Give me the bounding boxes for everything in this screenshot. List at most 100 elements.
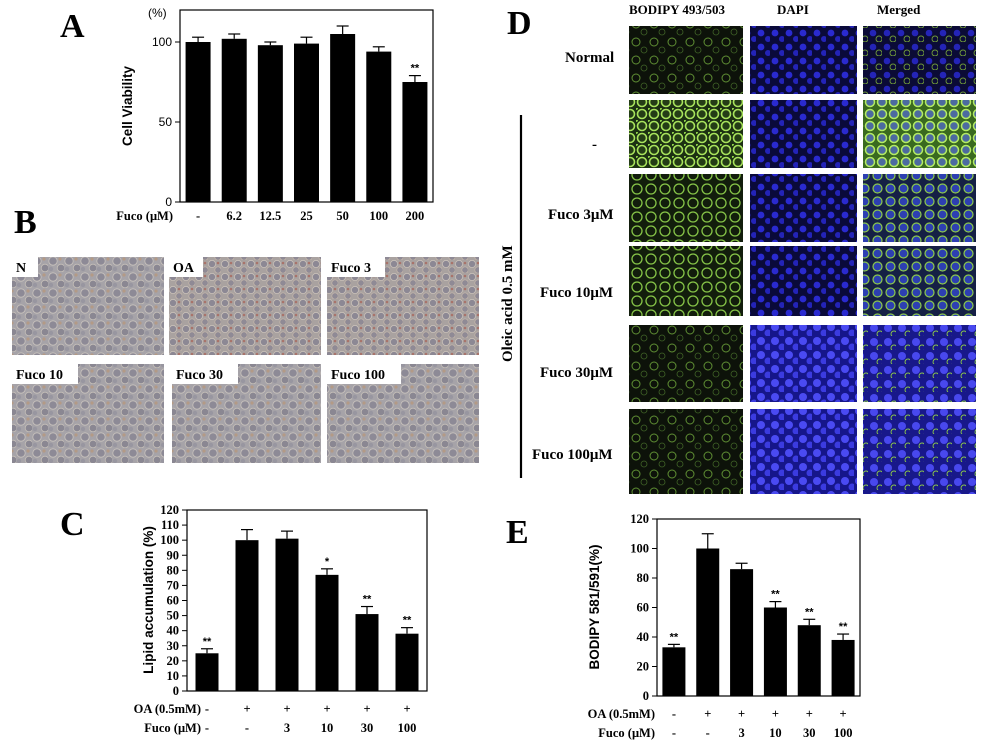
x-tick-label: 10 [321,721,334,735]
bf-label: Fuco 100 [331,368,385,383]
bar [831,639,855,696]
panel-label-d: D [507,5,532,42]
x-row-label: OA (0.5mM) [588,707,655,721]
x-tick-label: 100 [834,726,853,740]
plot-frame [656,518,861,697]
merged-image-fuco-30 [863,325,976,402]
significance-marker: ** [203,636,212,648]
bar [797,625,821,696]
plot-frame [186,509,428,692]
x-tick-label: 200 [406,209,425,223]
bf-label: Fuco 3 [331,261,371,276]
significance-marker: * [325,556,330,568]
x-tick-label: + [363,702,370,716]
bar [696,548,720,696]
x-tick-label: + [243,702,250,716]
bar [275,538,299,691]
y-tick-label: 60 [167,594,180,608]
row-label-fuco-100: Fuco 100μM [532,447,613,463]
column-label-merged: Merged [877,2,921,17]
y-tick-label: 110 [161,518,179,532]
significance-marker: ** [403,615,412,627]
chart-e-bodipy: 0 20 40 60 80 100 120 BODIPY 581/591(%) ** ** ** **… [587,512,861,740]
x-row-label: Fuco (μM) [144,721,201,735]
significance-marker: ** [363,594,372,606]
x-tick-label: 3 [284,721,290,735]
merged-image-oa [863,100,976,168]
dapi-image-fuco-3 [750,174,857,242]
x-tick-label: 3 [738,726,744,740]
dapi-image-fuco-30 [750,325,857,402]
row-label-fuco-3: Fuco 3μM [548,207,614,223]
x-tick-label: 30 [361,721,374,735]
significance-marker: ** [839,621,848,633]
bf-image-oa: OA [169,257,321,355]
x-tick-label: 6.2 [226,209,242,223]
bar [257,45,283,203]
bar [221,38,247,202]
bar [235,540,259,691]
bar [315,574,339,691]
bodipy-image-fuco-3 [629,174,743,242]
bodipy-image-fuco-30 [629,325,743,402]
y-tick-label: 100 [160,533,179,547]
bar [355,614,379,691]
x-tick-label: + [738,707,745,721]
panel-d-fluorescence: BODIPY 493/503 DAPI Merged Normal - Fuco… [500,2,976,494]
y-tick-label: 40 [167,624,180,638]
y-tick-label: 0 [165,195,172,209]
x-tick-label: + [403,702,410,716]
significance-marker: ** [771,589,780,601]
dapi-image-normal [750,26,857,94]
panel-label-b: B [14,204,37,241]
y-tick-label: 10 [167,669,180,683]
x-tick-label: - [706,726,710,740]
y-axis-label: Cell Viability [120,65,135,146]
merged-image-normal [863,26,976,94]
significance-marker: ** [805,606,814,618]
bar [195,653,219,691]
x-tick-label: - [245,721,249,735]
bar [330,34,356,202]
x-tick-label: - [205,702,209,716]
bar [294,43,319,202]
y-tick-label: 20 [167,654,180,668]
bodipy-image-oa [629,100,743,168]
y-tick-label: 70 [167,578,180,592]
row-label-fuco-10: Fuco 10μM [540,285,613,301]
x-tick-label: 50 [336,209,349,223]
merged-image-fuco-100 [863,409,976,494]
bf-image-fuco-3: Fuco 3 [327,257,479,355]
dapi-image-fuco-100 [750,409,857,494]
x-tick-label: + [806,707,813,721]
x-row-label: Fuco (μM) [116,209,173,223]
merged-image-fuco-10 [863,246,976,316]
bf-image-normal: N [12,257,164,355]
row-label-normal: Normal [565,50,614,66]
y-tick-label: 50 [167,609,180,623]
panel-label-a: A [60,8,85,45]
y-tick-label: 60 [637,601,650,615]
y-axis-label: BODIPY 581/591(%) [587,544,602,669]
bodipy-image-normal [629,26,743,94]
x-tick-label: 10 [769,726,782,740]
y-axis-unit: (%) [148,6,167,20]
bar [763,607,787,696]
y-tick-label: 90 [167,548,180,562]
x-tick-label: + [323,702,330,716]
y-tick-label: 100 [630,542,649,556]
column-label-bodipy: BODIPY 493/503 [629,2,725,17]
y-tick-label: 50 [159,115,173,129]
bf-label: Fuco 10 [16,368,63,383]
oleic-acid-label: Oleic acid 0.5 mM [500,245,516,362]
bf-image-fuco-100: Fuco 100 [327,364,479,463]
significance-marker: ** [670,631,679,643]
y-tick-label: 30 [167,639,180,653]
x-tick-label: 25 [300,209,313,223]
bf-label: N [16,261,26,276]
merged-image-fuco-3 [863,174,976,242]
bf-label: OA [173,261,195,276]
x-tick-label: 100 [398,721,417,735]
